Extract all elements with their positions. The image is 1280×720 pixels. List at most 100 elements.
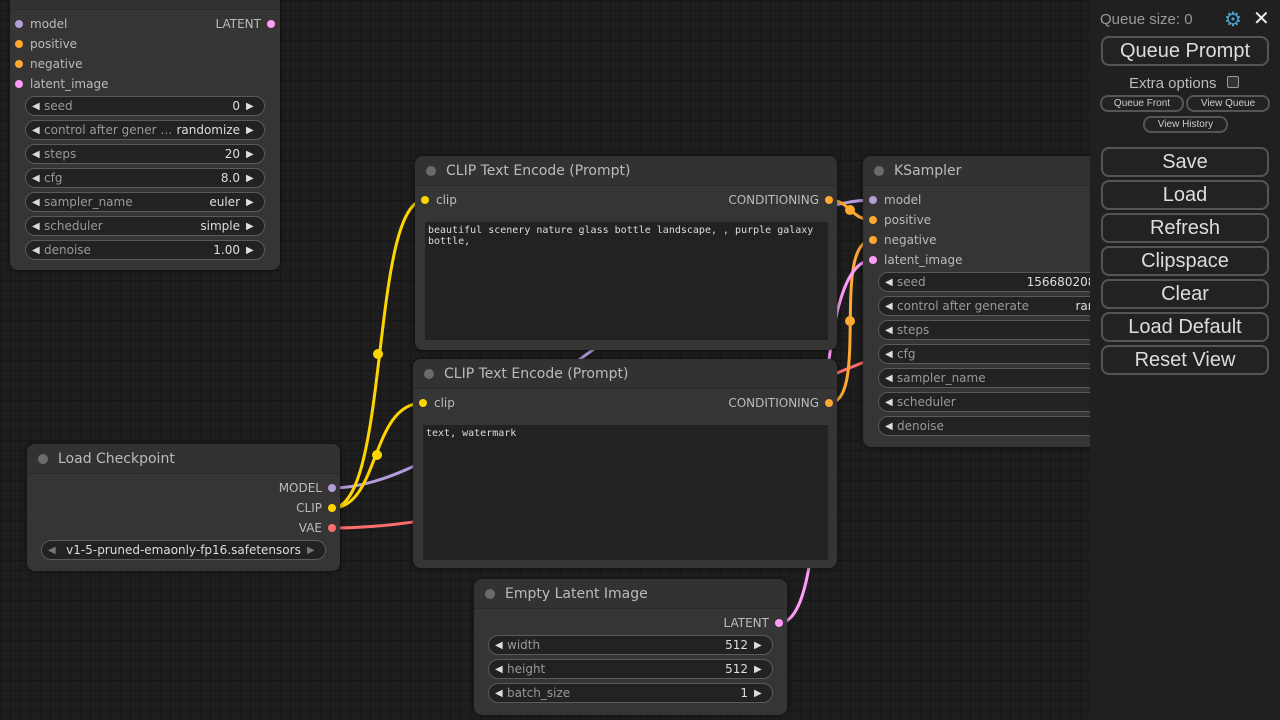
arrow-left-icon[interactable]: ◀ bbox=[32, 148, 40, 160]
slot-dot[interactable] bbox=[15, 60, 23, 68]
widget-width[interactable]: ◀ width 512 ▶ bbox=[488, 635, 773, 655]
arrow-left-icon[interactable]: ◀ bbox=[885, 276, 893, 288]
slot-dot[interactable] bbox=[825, 399, 833, 407]
node-title-bar[interactable]: CLIP Text Encode (Prompt) bbox=[413, 359, 837, 389]
slot-dot[interactable] bbox=[869, 196, 877, 204]
arrow-left-icon[interactable]: ◀ bbox=[32, 100, 40, 112]
refresh-button[interactable]: Refresh bbox=[1101, 213, 1269, 243]
widget-sampler-name[interactable]: ◀ sampler_name ▶ bbox=[878, 368, 1128, 388]
arrow-left-icon[interactable]: ◀ bbox=[32, 196, 40, 208]
input-model[interactable]: model bbox=[15, 16, 67, 32]
close-icon[interactable]: ✕ bbox=[1253, 8, 1270, 30]
link-midpoint[interactable] bbox=[372, 450, 382, 460]
queue-front-button[interactable]: Queue Front bbox=[1100, 95, 1184, 112]
input-latent-image[interactable]: latent_image bbox=[15, 76, 108, 92]
arrow-right-icon[interactable]: ▶ bbox=[246, 100, 254, 112]
empty-latent-image-node[interactable]: Empty Latent Image LATENT ◀ width 512 ▶ ◀… bbox=[474, 579, 787, 715]
slot-dot[interactable] bbox=[328, 524, 336, 532]
node-title-bar[interactable]: Empty Latent Image bbox=[474, 579, 787, 609]
arrow-right-icon[interactable]: ▶ bbox=[246, 124, 254, 136]
output-model[interactable]: MODEL bbox=[279, 480, 336, 496]
widget-scheduler[interactable]: ◀ scheduler ▶ bbox=[878, 392, 1128, 412]
input-positive[interactable]: positive bbox=[15, 36, 77, 52]
clipspace-button[interactable]: Clipspace bbox=[1101, 246, 1269, 276]
slot-dot[interactable] bbox=[328, 484, 336, 492]
widget-height[interactable]: ◀ height 512 ▶ bbox=[488, 659, 773, 679]
link-midpoint[interactable] bbox=[845, 205, 855, 215]
widget-steps[interactable]: ◀ steps 20 ▶ bbox=[25, 144, 265, 164]
prompt-textarea[interactable]: text, watermark bbox=[423, 425, 828, 560]
slot-dot[interactable] bbox=[15, 40, 23, 48]
slot-dot[interactable] bbox=[15, 80, 23, 88]
widget-denoise[interactable]: ◀ denoise ▶ bbox=[878, 416, 1128, 436]
widget-sampler-name[interactable]: ◀ sampler_name euler ▶ bbox=[25, 192, 265, 212]
widget-denoise[interactable]: ◀ denoise 1.00 ▶ bbox=[25, 240, 265, 260]
ksampler-node[interactable]: KSampler model positive negative latent_… bbox=[863, 156, 1128, 447]
arrow-left-icon[interactable]: ◀ bbox=[32, 124, 40, 136]
arrow-left-icon[interactable]: ◀ bbox=[48, 544, 56, 556]
widget-cfg[interactable]: ◀ cfg 8.0 ▶ bbox=[25, 168, 265, 188]
settings-gear-icon[interactable]: ⚙ bbox=[1224, 9, 1242, 31]
node-title-bar[interactable] bbox=[10, 0, 280, 10]
arrow-left-icon[interactable]: ◀ bbox=[32, 172, 40, 184]
output-conditioning[interactable]: CONDITIONING bbox=[728, 395, 833, 411]
slot-dot[interactable] bbox=[15, 20, 23, 28]
widget-control-after-gener[interactable]: ◀ control after gener … randomize ▶ bbox=[25, 120, 265, 140]
arrow-right-icon[interactable]: ▶ bbox=[246, 172, 254, 184]
widget-seed[interactable]: ◀ seed 0 ▶ bbox=[25, 96, 265, 116]
collapse-dot-icon[interactable] bbox=[874, 165, 884, 176]
slot-dot[interactable] bbox=[869, 216, 877, 224]
arrow-left-icon[interactable]: ◀ bbox=[885, 396, 893, 408]
save-button[interactable]: Save bbox=[1101, 147, 1269, 177]
output-latent[interactable]: LATENT bbox=[216, 16, 275, 32]
queue-prompt-button[interactable]: Queue Prompt bbox=[1101, 36, 1269, 66]
node-title-bar[interactable]: Load Checkpoint bbox=[27, 444, 340, 474]
widget-batch-size[interactable]: ◀ batch_size 1 ▶ bbox=[488, 683, 773, 703]
slot-dot[interactable] bbox=[328, 504, 336, 512]
arrow-left-icon[interactable]: ◀ bbox=[495, 639, 503, 651]
widget-steps[interactable]: ◀ steps ▶ bbox=[878, 320, 1128, 340]
arrow-left-icon[interactable]: ◀ bbox=[885, 324, 893, 336]
load-default-button[interactable]: Load Default bbox=[1101, 312, 1269, 342]
slot-dot[interactable] bbox=[419, 399, 427, 407]
slot-dot[interactable] bbox=[775, 619, 783, 627]
input-negative[interactable]: negative bbox=[15, 56, 82, 72]
arrow-right-icon[interactable]: ▶ bbox=[754, 687, 762, 699]
output-vae[interactable]: VAE bbox=[299, 520, 336, 536]
node-title-bar[interactable]: CLIP Text Encode (Prompt) bbox=[415, 156, 837, 186]
arrow-left-icon[interactable]: ◀ bbox=[32, 220, 40, 232]
load-checkpoint-node[interactable]: Load Checkpoint MODEL CLIP VAE ◀ v1-5-pr… bbox=[27, 444, 340, 571]
load-button[interactable]: Load bbox=[1101, 180, 1269, 210]
prompt-textarea[interactable]: beautiful scenery nature glass bottle la… bbox=[425, 222, 828, 340]
output-latent[interactable]: LATENT bbox=[724, 615, 783, 631]
arrow-right-icon[interactable]: ▶ bbox=[246, 148, 254, 160]
arrow-left-icon[interactable]: ◀ bbox=[495, 663, 503, 675]
arrow-left-icon[interactable]: ◀ bbox=[885, 420, 893, 432]
slot-dot[interactable] bbox=[825, 196, 833, 204]
clip-text-encode-negative-node[interactable]: CLIP Text Encode (Prompt) clip CONDITION… bbox=[413, 359, 837, 568]
view-queue-button[interactable]: View Queue bbox=[1186, 95, 1270, 112]
input-clip[interactable]: clip bbox=[419, 395, 455, 411]
clear-button[interactable]: Clear bbox=[1101, 279, 1269, 309]
collapse-dot-icon[interactable] bbox=[38, 453, 48, 464]
widget-scheduler[interactable]: ◀ scheduler simple ▶ bbox=[25, 216, 265, 236]
collapse-dot-icon[interactable] bbox=[485, 588, 495, 599]
slot-dot[interactable] bbox=[421, 196, 429, 204]
link-midpoint[interactable] bbox=[373, 349, 383, 359]
reset-view-button[interactable]: Reset View bbox=[1101, 345, 1269, 375]
input-latent-image[interactable]: latent_image bbox=[869, 252, 962, 268]
arrow-right-icon[interactable]: ▶ bbox=[306, 544, 315, 556]
link-midpoint[interactable] bbox=[845, 316, 855, 326]
slot-dot[interactable] bbox=[267, 20, 275, 28]
view-history-button[interactable]: View History bbox=[1143, 116, 1228, 133]
arrow-left-icon[interactable]: ◀ bbox=[885, 348, 893, 360]
input-model[interactable]: model bbox=[869, 192, 921, 208]
slot-dot[interactable] bbox=[869, 236, 877, 244]
output-conditioning[interactable]: CONDITIONING bbox=[728, 192, 833, 208]
widget-seed[interactable]: ◀ seed 1566802087 ▶ bbox=[878, 272, 1128, 292]
widget-cfg[interactable]: ◀ cfg ▶ bbox=[878, 344, 1128, 364]
slot-dot[interactable] bbox=[869, 256, 877, 264]
arrow-left-icon[interactable]: ◀ bbox=[495, 687, 503, 699]
arrow-left-icon[interactable]: ◀ bbox=[885, 300, 893, 312]
